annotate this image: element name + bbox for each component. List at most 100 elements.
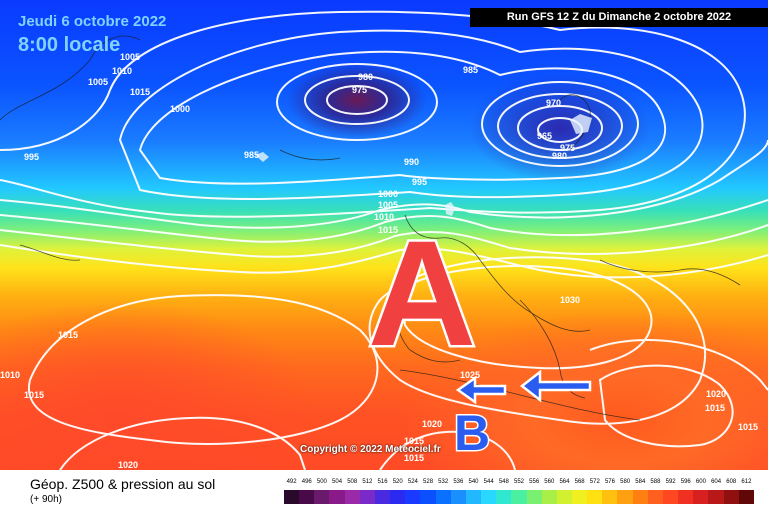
color-scale-value: 500	[316, 479, 327, 485]
isobar-1010	[0, 224, 768, 258]
color-scale-swatch	[481, 490, 497, 504]
color-scale-swatch	[571, 490, 588, 504]
isobar-label: 1015	[378, 225, 398, 235]
color-scale-swatch	[678, 490, 694, 504]
high-pressure-letter: A	[368, 209, 476, 377]
color-scale-swatch	[738, 490, 754, 504]
isobar-label: 1015	[24, 390, 44, 400]
color-scale-swatch	[299, 490, 315, 504]
color-scale-swatch	[708, 490, 724, 504]
color-scale-value: 532	[438, 479, 449, 485]
isobar-label: 1020	[706, 389, 726, 399]
isobar-label: 1015	[404, 453, 424, 463]
isobar-1030	[398, 265, 653, 370]
low-pressure-letter: B	[454, 405, 490, 461]
isobar-label: 965	[537, 131, 552, 141]
color-scale-swatch	[511, 490, 527, 504]
color-scale-swatch	[344, 490, 360, 504]
isobar-1005	[0, 199, 768, 243]
isobar-label: 1015	[58, 330, 78, 340]
legend-subtitle: (+ 90h)	[30, 494, 62, 505]
isobar-1025	[368, 256, 706, 425]
isobar-label: 1015	[404, 436, 424, 446]
model-run-banner: Run GFS 12 Z du Dimanche 2 octobre 2022	[470, 8, 768, 27]
color-scale-value: 504	[332, 479, 343, 485]
isobar-layer: 1005101510101005100099598097598598599099…	[0, 10, 768, 470]
color-scale-value: 512	[362, 479, 373, 485]
color-scale-value: 568	[574, 479, 585, 485]
isobar-label: 1005	[88, 77, 108, 87]
color-scale-value: 564	[559, 479, 570, 485]
low-pressure-marker: B	[452, 404, 491, 463]
arrow-west	[455, 375, 507, 405]
color-scale-value: 576	[604, 479, 615, 485]
isobar-990	[118, 29, 704, 200]
color-scale-value: 520	[392, 479, 403, 485]
color-scale-value: 584	[635, 479, 646, 485]
color-scale-value: 544	[483, 479, 494, 485]
isobar-label: 1010	[0, 370, 20, 380]
isobar-1000	[0, 139, 768, 229]
color-scale-value: 608	[726, 479, 737, 485]
isobar-label: 1015	[738, 422, 758, 432]
color-scale-value: 600	[695, 479, 706, 485]
color-scale-value: 516	[377, 479, 388, 485]
color-scale-swatch	[723, 490, 739, 504]
isobar-1020-east	[598, 364, 734, 448]
isobar-low-core-1	[326, 85, 388, 115]
isobar-label: 995	[24, 152, 39, 162]
arrow-east	[519, 369, 592, 403]
isobar-label: 1015	[705, 403, 725, 413]
isobar-label: 1010	[112, 66, 132, 76]
color-scale-value: 588	[650, 479, 661, 485]
flow-arrows	[455, 369, 592, 405]
isobar-low-core-2	[304, 75, 410, 125]
color-scale-value: 604	[711, 479, 722, 485]
isobar-label: 1020	[118, 460, 138, 470]
color-scale-value: 556	[529, 479, 540, 485]
isobar-1015-africa	[379, 430, 516, 470]
isobar-low-core-3	[276, 63, 438, 141]
isobar-label: 995	[412, 177, 427, 187]
isobar-995	[0, 10, 746, 218]
isobar-label: 1000	[378, 189, 398, 199]
color-scale-value: 560	[544, 479, 555, 485]
high-pressure-marker: A	[365, 207, 478, 380]
isobar-985	[138, 50, 666, 185]
isobar-label: 1025	[460, 370, 480, 380]
color-scale-swatch	[602, 490, 618, 504]
forecast-time: 8:00 locale	[18, 34, 121, 56]
isobar-1015-east	[589, 339, 768, 391]
color-scale-swatch	[284, 490, 300, 504]
color-scale-swatch	[662, 490, 679, 504]
color-scale-swatch	[450, 490, 466, 504]
color-scale-value: 540	[468, 479, 479, 485]
color-scale-swatch	[420, 490, 436, 504]
color-scale-value: 572	[589, 479, 600, 485]
isobar-label: 990	[404, 157, 419, 167]
color-scale-swatch	[556, 490, 572, 504]
geopotential-map: 1005 1015 1010 1005 1000 995 980 975 985 985 990 99…	[0, 0, 768, 470]
isobar-label: 975	[352, 85, 367, 95]
color-scale-labels: 492 496 500 504 508 512 516 520 524 528 532 536 540 5…	[284, 479, 754, 489]
color-scale-value: 612	[741, 479, 752, 485]
color-scale-swatch	[359, 490, 375, 504]
color-scale-bar	[284, 490, 754, 504]
isobar-label: 985	[244, 150, 259, 160]
color-scale-value: 548	[498, 479, 509, 485]
isobar-1020-south	[59, 416, 306, 470]
color-scale-swatch	[314, 490, 330, 504]
isobar-1015-south	[27, 294, 379, 445]
color-scale-swatch	[647, 490, 663, 504]
color-scale-value: 492	[286, 479, 297, 485]
forecast-date: Jeudi 6 octobre 2022	[18, 13, 167, 30]
isobar-label: 980	[552, 151, 567, 161]
color-scale-swatch	[526, 490, 542, 504]
color-scale-swatch	[374, 490, 391, 504]
color-scale-swatch	[496, 490, 512, 504]
color-scale-swatch	[405, 490, 421, 504]
isobar-label: 970	[546, 98, 561, 108]
color-scale-value: 552	[513, 479, 525, 485]
isobar-label: 1015	[130, 87, 150, 97]
